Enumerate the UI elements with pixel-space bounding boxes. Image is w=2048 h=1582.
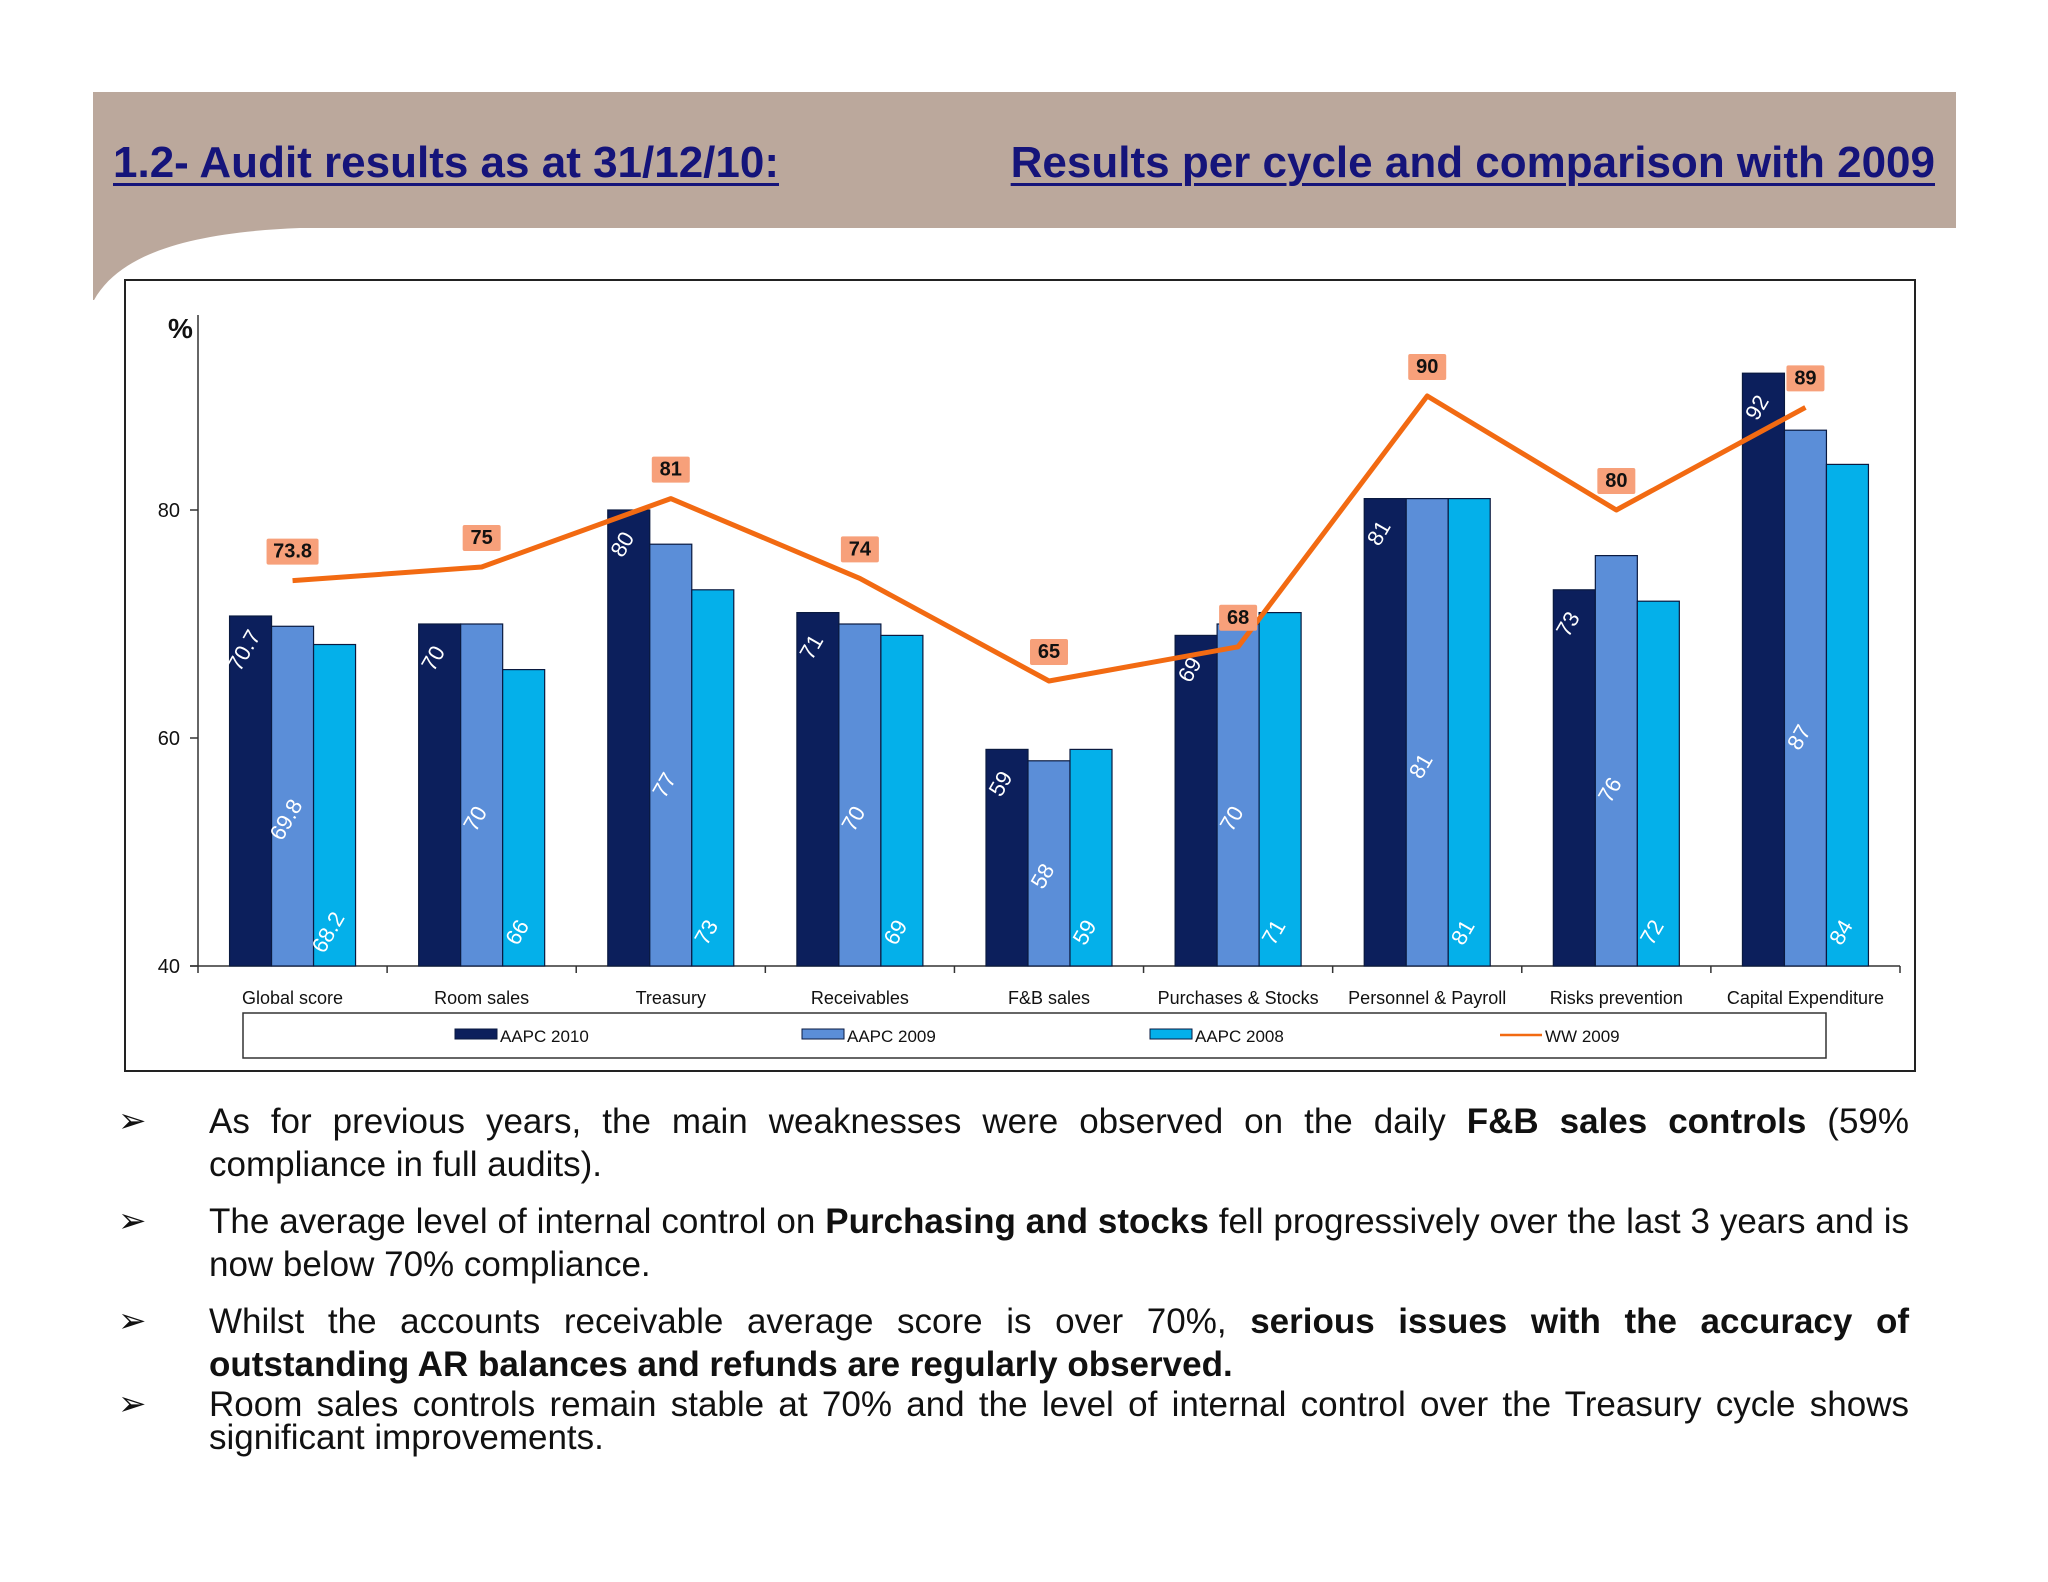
header-band	[93, 92, 1956, 300]
line-label-badge	[840, 536, 879, 563]
bar	[1258, 611, 1302, 967]
bullet-arrow-icon: ➢	[118, 1302, 147, 1340]
bullet-text: Room sales controls remain stable at 70%…	[209, 1385, 1909, 1457]
legend-label: WW 2009	[1545, 1027, 1620, 1046]
legend-box	[242, 1012, 1827, 1059]
x-tick-label: Capital Expenditure	[1727, 988, 1884, 1008]
line-label-badge	[1408, 354, 1447, 380]
bar	[985, 748, 1029, 967]
bar	[1783, 429, 1828, 967]
legend-label: AAPC 2010	[500, 1027, 589, 1046]
bullet-run: As for previous years, the main weakness…	[209, 1102, 1467, 1141]
line-value-label: 80	[1605, 470, 1627, 492]
bullet-arrow-icon: ➢	[118, 1102, 147, 1140]
bar	[228, 615, 273, 967]
bar	[502, 668, 546, 967]
x-tick-label: Global score	[242, 988, 343, 1008]
bar	[1636, 600, 1680, 967]
line-series	[292, 393, 1807, 684]
line-value-label: 74	[849, 538, 872, 560]
legend-swatch	[1149, 1028, 1193, 1040]
line-value-label: 89	[1794, 367, 1816, 389]
bar	[1405, 498, 1449, 967]
slide-title: 1.2- Audit results as at 31/12/10:	[113, 138, 779, 187]
bar	[1552, 589, 1596, 967]
bar	[312, 643, 357, 967]
line-value-label: 68	[1227, 607, 1249, 629]
x-tick-label: Personnel & Payroll	[1348, 988, 1506, 1008]
line-label-badge	[651, 456, 690, 483]
line-value-label: 65	[1038, 641, 1060, 663]
bar	[796, 611, 840, 967]
bullet-emphasis: serious issues with the accuracy of outs…	[209, 1302, 1909, 1384]
legend-swatch	[801, 1028, 845, 1040]
bar	[607, 509, 651, 967]
bullet-run: (59% compliance in full audits).	[209, 1102, 1909, 1184]
y-tick-label: 60	[158, 728, 180, 750]
bullet-text: Whilst the accounts receivable average s…	[209, 1300, 1909, 1386]
bar	[1825, 463, 1870, 967]
legend-label: AAPC 2008	[1195, 1027, 1284, 1046]
bullet-arrow-icon: ➢	[118, 1385, 147, 1423]
bullet-run: The average level of internal control on	[209, 1202, 826, 1241]
bar	[1174, 634, 1218, 967]
line-label-badge	[1597, 468, 1636, 494]
line-value-label: 75	[471, 527, 493, 549]
bar	[1069, 748, 1113, 967]
x-tick-label: Purchases & Stocks	[1158, 988, 1319, 1008]
x-tick-label: Risks prevention	[1550, 988, 1683, 1008]
x-tick-label: Treasury	[636, 988, 706, 1008]
y-tick-label: 40	[158, 956, 180, 978]
line-label-badge	[1219, 604, 1258, 631]
bar	[1027, 760, 1071, 967]
bullet-emphasis: Purchasing and stocks	[825, 1202, 1209, 1241]
line-label-badge	[1786, 365, 1825, 392]
bullet-text: As for previous years, the main weakness…	[209, 1100, 1909, 1186]
bar	[1447, 498, 1491, 967]
bar	[460, 623, 504, 967]
x-tick-label: F&B sales	[1008, 988, 1090, 1008]
x-tick-label: Receivables	[811, 988, 909, 1008]
bar	[649, 543, 693, 967]
bullet-emphasis: F&B sales controls	[1466, 1102, 1807, 1141]
line-value-label: 81	[660, 459, 682, 481]
bar	[270, 625, 315, 967]
bullet-text: The average level of internal control on…	[209, 1200, 1909, 1286]
bar	[1216, 623, 1260, 967]
bar	[1594, 554, 1638, 967]
line-label-badge	[462, 525, 501, 551]
y-axis-label: %	[168, 313, 193, 344]
bar	[691, 589, 735, 967]
bullet-run: fell progressively over the last 3 years…	[209, 1202, 1909, 1284]
legend-label: AAPC 2009	[847, 1027, 936, 1046]
legend-swatch	[454, 1028, 498, 1040]
bar	[1741, 372, 1786, 967]
bullet-arrow-icon: ➢	[118, 1202, 147, 1240]
bar	[838, 623, 882, 967]
bullet-run: Room sales controls remain stable at 70%…	[209, 1385, 1909, 1457]
line-value-label: 90	[1416, 356, 1438, 378]
y-tick-label: 80	[158, 500, 180, 522]
bar	[880, 634, 924, 967]
x-tick-label: Room sales	[434, 988, 529, 1008]
bar	[1363, 498, 1407, 967]
line-label-badge	[266, 538, 319, 565]
bullet-run: Whilst the accounts receivable average s…	[209, 1302, 1251, 1341]
line-label-badge	[1030, 639, 1068, 665]
slide-subtitle: Results per cycle and comparison with 20…	[1010, 138, 1935, 187]
bar	[418, 623, 462, 967]
line-value-label: 73.8	[273, 541, 312, 563]
